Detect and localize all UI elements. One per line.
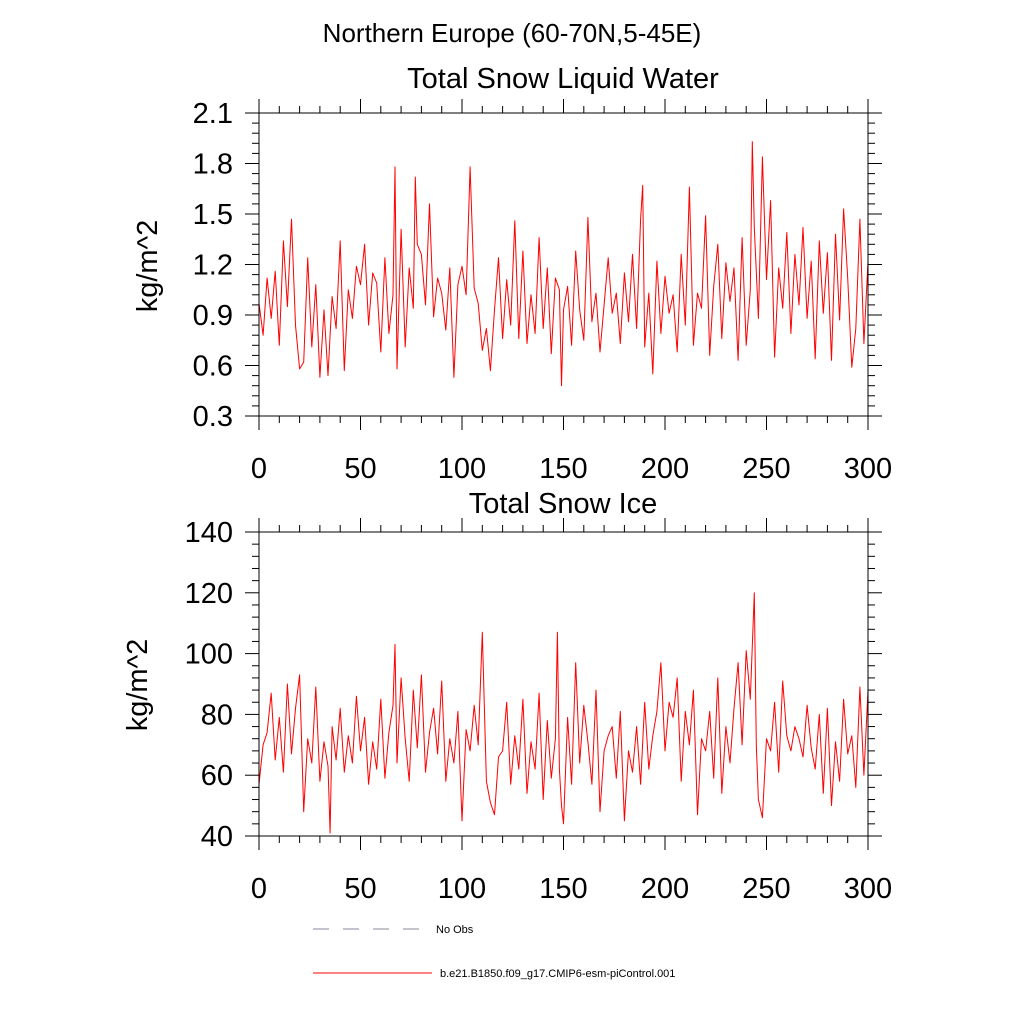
x-tick-label-snow-ice-1: 50 [344, 873, 376, 905]
tick-group-snow-liquid-water [245, 99, 882, 430]
y-tick-label-snow-liquid-water-2: 0.9 [193, 300, 233, 332]
y-tick-label-snow-liquid-water-0: 0.3 [193, 401, 233, 433]
plot-frame-snow-ice [258, 531, 869, 837]
x-tick-label-snow-liquid-water-4: 200 [641, 453, 689, 485]
y-axis-label-snow-liquid-water: kg/m^2 [132, 220, 164, 313]
x-tick-label-snow-ice-6: 300 [844, 873, 892, 905]
plot-frame-snow-liquid-water [258, 112, 869, 417]
panel-snow-ice: Total Snow Ice kg/m^2 0 50 100 150 200 250 300… [122, 488, 892, 905]
y-tick-label-snow-ice-3: 100 [185, 639, 233, 671]
panel-snow-liquid-water: Total Snow Liquid Water kg/m^2 0 50 100 150… [132, 63, 892, 485]
y-axis-label-snow-ice: kg/m^2 [122, 639, 154, 732]
x-tick-label-snow-liquid-water-3: 150 [539, 453, 587, 485]
x-tick-label-snow-ice-2: 100 [438, 873, 486, 905]
x-tick-label-snow-liquid-water-6: 300 [844, 453, 892, 485]
series-group-snow-liquid-water [258, 141, 869, 387]
series-line-snow-liquid-water-0 [258, 141, 869, 387]
y-tick-label-snow-liquid-water-5: 1.8 [193, 149, 233, 181]
x-tick-label-snow-ice-0: 0 [251, 873, 267, 905]
tick-group-snow-ice [245, 518, 882, 850]
x-tick-label-snow-liquid-water-2: 100 [438, 453, 486, 485]
figure-title: Northern Europe (60-70N,5-45E) [323, 18, 702, 48]
x-tick-label-snow-liquid-water-1: 50 [344, 453, 376, 485]
tick-label-group-snow-liquid-water: 0 50 100 150 200 250 300 0.3 0.6 0.9 1.2 1.5 1.8 2.1 [193, 98, 893, 485]
legend-no-obs-label: No Obs [436, 924, 474, 936]
y-tick-label-snow-liquid-water-1: 0.6 [193, 351, 233, 383]
y-tick-label-snow-liquid-water-4: 1.5 [193, 199, 233, 231]
tick-label-group-snow-ice: 0 50 100 150 200 250 300 40 60 80 100 120 140 [185, 517, 893, 905]
y-tick-label-snow-liquid-water-3: 1.2 [193, 250, 233, 282]
x-tick-label-snow-liquid-water-0: 0 [251, 453, 267, 485]
legend-model-label: b.e21.B1850.f09_g17.CMIP6-esm-piControl.… [440, 968, 675, 980]
panel-title-snow-ice: Total Snow Ice [469, 488, 658, 520]
y-tick-label-snow-ice-0: 40 [201, 821, 233, 853]
x-tick-label-snow-ice-5: 250 [742, 873, 790, 905]
x-tick-label-snow-ice-3: 150 [539, 873, 587, 905]
y-tick-label-snow-ice-4: 120 [185, 578, 233, 610]
series-line-snow-ice-0 [258, 592, 869, 834]
y-tick-label-snow-liquid-water-6: 2.1 [193, 98, 233, 130]
y-tick-label-snow-ice-2: 80 [201, 699, 233, 731]
x-tick-label-snow-ice-4: 200 [641, 873, 689, 905]
x-tick-label-snow-liquid-water-5: 250 [742, 453, 790, 485]
legend: No Obs b.e21.B1850.f09_g17.CMIP6-esm-piC… [313, 924, 675, 980]
y-tick-label-snow-ice-5: 140 [185, 517, 233, 549]
y-tick-label-snow-ice-1: 60 [201, 760, 233, 792]
series-group-snow-ice [258, 592, 869, 834]
panel-title-snow-liquid-water: Total Snow Liquid Water [407, 63, 719, 95]
